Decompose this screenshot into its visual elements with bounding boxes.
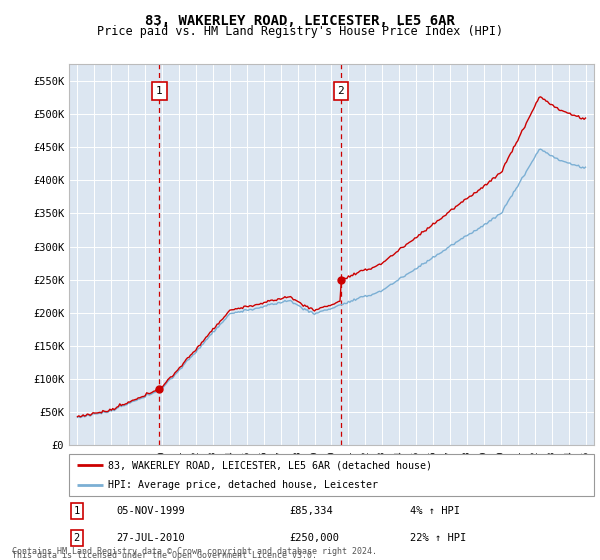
Text: 83, WAKERLEY ROAD, LEICESTER, LE5 6AR (detached house): 83, WAKERLEY ROAD, LEICESTER, LE5 6AR (d…: [109, 460, 433, 470]
Text: Price paid vs. HM Land Registry's House Price Index (HPI): Price paid vs. HM Land Registry's House …: [97, 25, 503, 38]
Text: 27-JUL-2010: 27-JUL-2010: [116, 533, 185, 543]
Text: £85,334: £85,334: [290, 506, 333, 516]
Text: 83, WAKERLEY ROAD, LEICESTER, LE5 6AR: 83, WAKERLEY ROAD, LEICESTER, LE5 6AR: [145, 14, 455, 28]
Text: HPI: Average price, detached house, Leicester: HPI: Average price, detached house, Leic…: [109, 480, 379, 490]
Text: 1: 1: [74, 506, 80, 516]
Text: 05-NOV-1999: 05-NOV-1999: [116, 506, 185, 516]
Text: £250,000: £250,000: [290, 533, 340, 543]
Text: Contains HM Land Registry data © Crown copyright and database right 2024.: Contains HM Land Registry data © Crown c…: [12, 547, 377, 556]
Text: 4% ↑ HPI: 4% ↑ HPI: [410, 506, 460, 516]
Text: 22% ↑ HPI: 22% ↑ HPI: [410, 533, 467, 543]
FancyBboxPatch shape: [69, 454, 594, 496]
Text: 1: 1: [156, 86, 163, 96]
Text: This data is licensed under the Open Government Licence v3.0.: This data is licensed under the Open Gov…: [12, 551, 317, 560]
Text: 2: 2: [338, 86, 344, 96]
Text: 2: 2: [74, 533, 80, 543]
